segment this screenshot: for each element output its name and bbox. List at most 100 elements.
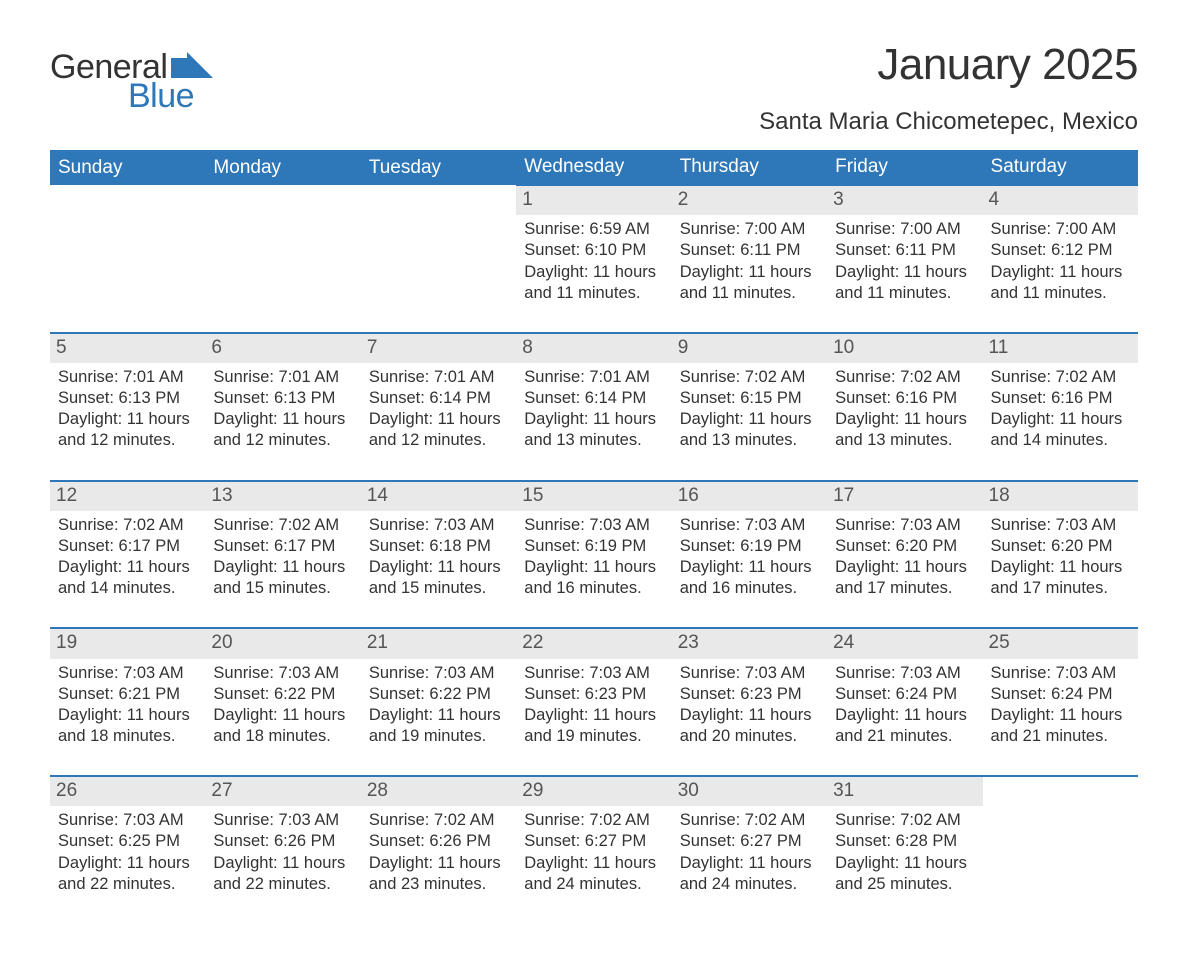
- daylight-line: Daylight: 11 hours and 24 minutes.: [680, 853, 819, 895]
- calendar-day-cell: 7Sunrise: 7:01 AMSunset: 6:14 PMDaylight…: [361, 333, 516, 481]
- sunset-line: Sunset: 6:22 PM: [369, 684, 508, 705]
- day-header: Monday: [205, 150, 360, 185]
- calendar-day-cell: 26Sunrise: 7:03 AMSunset: 6:25 PMDayligh…: [50, 776, 205, 923]
- sunset-line: Sunset: 6:27 PM: [680, 831, 819, 852]
- sunrise-line: Sunrise: 7:00 AM: [835, 219, 974, 240]
- day-number: 6: [205, 334, 360, 363]
- day-number: 21: [361, 629, 516, 658]
- location-line: Santa Maria Chicometepec, Mexico: [759, 108, 1138, 136]
- sunrise-line: Sunrise: 7:01 AM: [524, 367, 663, 388]
- day-number: 23: [672, 629, 827, 658]
- sunset-line: Sunset: 6:17 PM: [213, 536, 352, 557]
- calendar-day-cell: 22Sunrise: 7:03 AMSunset: 6:23 PMDayligh…: [516, 628, 671, 776]
- calendar-day-cell: 17 Sunrise: 7:03 AMSunset: 6:20 PMDayligh…: [827, 481, 982, 629]
- calendar-week-row: 1Sunrise: 6:59 AMSunset: 6:10 PMDaylight…: [50, 185, 1138, 333]
- day-number: 16: [672, 482, 827, 511]
- day-header: Wednesday: [516, 150, 671, 185]
- sunrise-line: Sunrise: 7:03 AM: [213, 663, 352, 684]
- sunrise-line: Sunrise: 7:03 AM: [58, 810, 197, 831]
- calendar-day-cell: 5Sunrise: 7:01 AMSunset: 6:13 PMDaylight…: [50, 333, 205, 481]
- day-number: 22: [516, 629, 671, 658]
- sunset-line: Sunset: 6:14 PM: [369, 388, 508, 409]
- daylight-line: Daylight: 11 hours and 22 minutes.: [58, 853, 197, 895]
- day-number: 7: [361, 334, 516, 363]
- daylight-line: Daylight: 11 hours and 11 minutes.: [524, 262, 663, 304]
- day-number: 11: [983, 334, 1138, 363]
- day-number: 29: [516, 777, 671, 806]
- daylight-line: Daylight: 11 hours and 13 minutes.: [835, 409, 974, 451]
- sunrise-line: Sunrise: 7:00 AM: [680, 219, 819, 240]
- sunrise-line: Sunrise: 7:01 AM: [369, 367, 508, 388]
- calendar-day-cell: 6Sunrise: 7:01 AMSunset: 6:13 PMDaylight…: [205, 333, 360, 481]
- sunrise-line: Sunrise: 7:00 AM: [991, 219, 1130, 240]
- day-header: Tuesday: [361, 150, 516, 185]
- calendar-day-cell: 1Sunrise: 6:59 AMSunset: 6:10 PMDaylight…: [516, 185, 671, 333]
- logo: General Blue: [50, 48, 213, 116]
- day-number: 31: [827, 777, 982, 806]
- sunrise-line: Sunrise: 7:03 AM: [524, 515, 663, 536]
- daylight-line: Daylight: 11 hours and 14 minutes.: [58, 557, 197, 599]
- daylight-line: Daylight: 11 hours and 16 minutes.: [680, 557, 819, 599]
- calendar-day-cell: 31Sunrise: 7:02 AMSunset: 6:28 PMDayligh…: [827, 776, 982, 923]
- calendar-day-cell: 9Sunrise: 7:02 AMSunset: 6:15 PMDaylight…: [672, 333, 827, 481]
- sunrise-line: Sunrise: 7:03 AM: [991, 663, 1130, 684]
- calendar-week-row: 19Sunrise: 7:03 AMSunset: 6:21 PMDayligh…: [50, 628, 1138, 776]
- daylight-line: Daylight: 11 hours and 20 minutes.: [680, 705, 819, 747]
- daylight-line: Daylight: 11 hours and 21 minutes.: [991, 705, 1130, 747]
- calendar-day-cell: [205, 185, 360, 333]
- day-header: Sunday: [50, 150, 205, 185]
- daylight-line: Daylight: 11 hours and 11 minutes.: [835, 262, 974, 304]
- sunrise-line: Sunrise: 7:02 AM: [835, 367, 974, 388]
- sunrise-line: Sunrise: 7:02 AM: [680, 810, 819, 831]
- sunrise-line: Sunrise: 7:03 AM: [524, 663, 663, 684]
- day-header: Friday: [827, 150, 982, 185]
- sunset-line: Sunset: 6:16 PM: [991, 388, 1130, 409]
- sunrise-line: Sunrise: 7:02 AM: [369, 810, 508, 831]
- sunrise-line: Sunrise: 7:03 AM: [835, 515, 974, 536]
- sunset-line: Sunset: 6:21 PM: [58, 684, 197, 705]
- month-title: January 2025: [759, 40, 1138, 90]
- calendar-week-row: 5Sunrise: 7:01 AMSunset: 6:13 PMDaylight…: [50, 333, 1138, 481]
- page-root: General Blue January 2025 Santa Maria Ch…: [0, 0, 1188, 953]
- day-number: 9: [672, 334, 827, 363]
- day-number: 30: [672, 777, 827, 806]
- sunset-line: Sunset: 6:10 PM: [524, 240, 663, 261]
- calendar-day-cell: 28Sunrise: 7:02 AMSunset: 6:26 PMDayligh…: [361, 776, 516, 923]
- daylight-line: Daylight: 11 hours and 15 minutes.: [369, 557, 508, 599]
- sunset-line: Sunset: 6:26 PM: [213, 831, 352, 852]
- calendar-day-cell: [361, 185, 516, 333]
- sunrise-line: Sunrise: 7:03 AM: [680, 663, 819, 684]
- sunrise-line: Sunrise: 7:03 AM: [369, 663, 508, 684]
- sunset-line: Sunset: 6:28 PM: [835, 831, 974, 852]
- calendar-day-cell: 11Sunrise: 7:02 AMSunset: 6:16 PMDayligh…: [983, 333, 1138, 481]
- sunrise-line: Sunrise: 7:02 AM: [213, 515, 352, 536]
- sunset-line: Sunset: 6:27 PM: [524, 831, 663, 852]
- calendar-day-cell: 10Sunrise: 7:02 AMSunset: 6:16 PMDayligh…: [827, 333, 982, 481]
- day-number: 1: [516, 186, 671, 215]
- day-number: 13: [205, 482, 360, 511]
- calendar-head: SundayMondayTuesdayWednesdayThursdayFrid…: [50, 150, 1138, 185]
- logo-text-blue: Blue: [128, 77, 194, 116]
- daylight-line: Daylight: 11 hours and 17 minutes.: [835, 557, 974, 599]
- calendar-day-cell: 23Sunrise: 7:03 AMSunset: 6:23 PMDayligh…: [672, 628, 827, 776]
- sunset-line: Sunset: 6:19 PM: [524, 536, 663, 557]
- sunset-line: Sunset: 6:20 PM: [835, 536, 974, 557]
- sunrise-line: Sunrise: 7:01 AM: [213, 367, 352, 388]
- day-number: 17: [827, 482, 982, 511]
- title-block: January 2025 Santa Maria Chicometepec, M…: [759, 40, 1138, 136]
- daylight-line: Daylight: 11 hours and 11 minutes.: [680, 262, 819, 304]
- calendar-day-cell: 2Sunrise: 7:00 AMSunset: 6:11 PMDaylight…: [672, 185, 827, 333]
- daylight-line: Daylight: 11 hours and 19 minutes.: [369, 705, 508, 747]
- sunset-line: Sunset: 6:17 PM: [58, 536, 197, 557]
- calendar-table: SundayMondayTuesdayWednesdayThursdayFrid…: [50, 150, 1138, 923]
- calendar-body: 1Sunrise: 6:59 AMSunset: 6:10 PMDaylight…: [50, 185, 1138, 923]
- calendar-day-cell: 27Sunrise: 7:03 AMSunset: 6:26 PMDayligh…: [205, 776, 360, 923]
- sunset-line: Sunset: 6:15 PM: [680, 388, 819, 409]
- day-number: 12: [50, 482, 205, 511]
- day-header: Saturday: [983, 150, 1138, 185]
- sunset-line: Sunset: 6:13 PM: [58, 388, 197, 409]
- daylight-line: Daylight: 11 hours and 15 minutes.: [213, 557, 352, 599]
- sunrise-line: Sunrise: 7:03 AM: [58, 663, 197, 684]
- sunrise-line: Sunrise: 7:02 AM: [524, 810, 663, 831]
- daylight-line: Daylight: 11 hours and 18 minutes.: [58, 705, 197, 747]
